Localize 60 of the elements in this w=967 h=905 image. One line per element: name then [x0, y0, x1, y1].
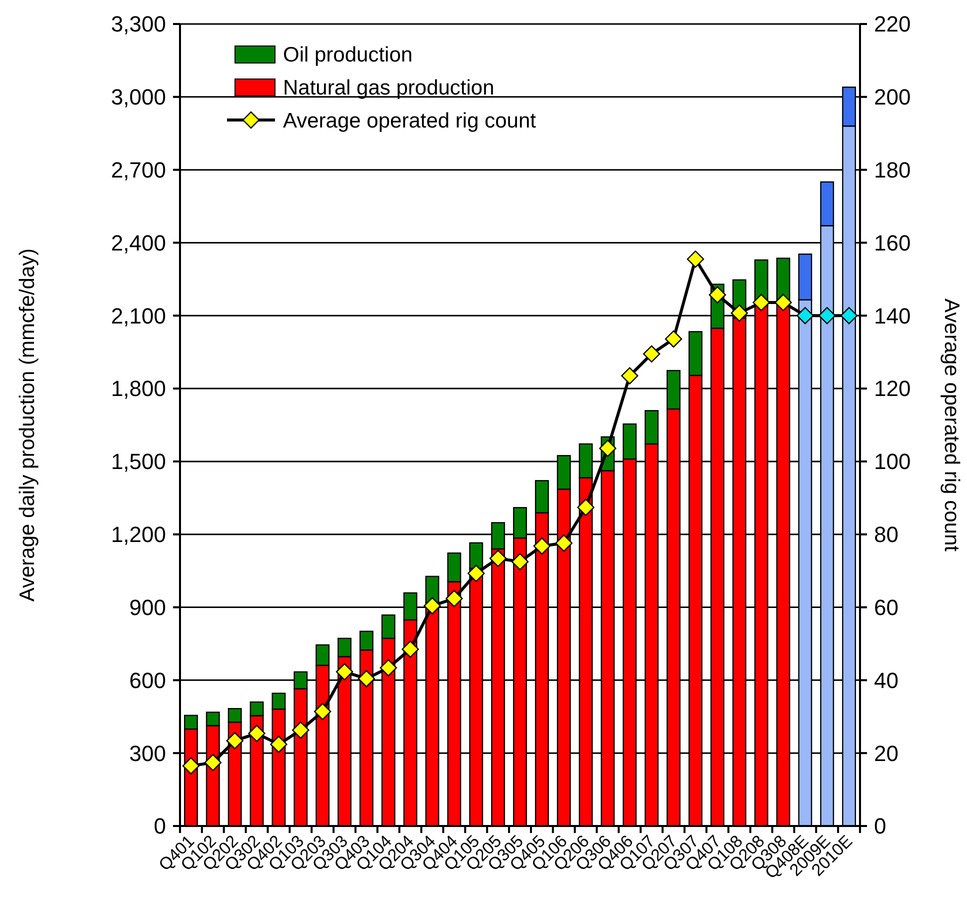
- point: [489, 550, 507, 568]
- point: [314, 702, 332, 720]
- point: [511, 553, 529, 570]
- point: [643, 345, 660, 363]
- y-tick-label: 0: [154, 814, 166, 839]
- y-tick-label: 300: [129, 740, 166, 766]
- point: [424, 597, 441, 614]
- point: [599, 440, 616, 457]
- point: [730, 304, 748, 322]
- legend-label: Natural gas production: [283, 76, 494, 100]
- y2-tick-label: 160: [874, 230, 911, 256]
- point: [708, 286, 726, 304]
- y2-tick-label: 60: [874, 594, 898, 620]
- point: [818, 307, 836, 324]
- y-tick-label: 1,500: [110, 449, 166, 474]
- y2-tick-label: 120: [874, 376, 911, 402]
- y2-tick-label: 40: [874, 668, 898, 693]
- point: [358, 670, 376, 688]
- y2-tick-label: 100: [874, 449, 911, 474]
- y-tick-label: 3,000: [110, 84, 166, 110]
- y2-tick-label: 220: [874, 12, 911, 37]
- y2-tick-label: 180: [874, 158, 911, 183]
- y2-tick-label: 0: [874, 814, 886, 839]
- point: [336, 663, 354, 680]
- y2-axis-title: Average operated rig count: [940, 298, 963, 552]
- point: [468, 564, 485, 582]
- point: [796, 307, 814, 324]
- y-tick-label: 600: [129, 668, 166, 693]
- point: [533, 537, 551, 555]
- point: [248, 724, 266, 742]
- point: [621, 367, 638, 384]
- point: [752, 294, 770, 312]
- point: [664, 330, 682, 348]
- y-tick-label: 900: [129, 594, 166, 620]
- point: [402, 640, 419, 658]
- y-tick-label: 2,100: [110, 303, 166, 328]
- y-tick-label: 2,400: [110, 230, 166, 256]
- y2-tick-label: 80: [874, 522, 898, 548]
- y-tick-label: 1,200: [110, 522, 166, 548]
- y-tick-label: 3,300: [110, 12, 166, 37]
- y2-tick-label: 20: [874, 740, 898, 766]
- point: [182, 757, 200, 774]
- legend-label: Oil production: [283, 43, 413, 66]
- point: [270, 736, 288, 753]
- y-axis-title: Average daily production (mmcfe/day): [16, 248, 39, 602]
- point: [446, 590, 463, 608]
- y2-tick-label: 200: [874, 84, 911, 110]
- point: [226, 732, 244, 750]
- point: [686, 250, 704, 268]
- y-tick-label: 1,800: [110, 376, 166, 402]
- y2-tick-label: 140: [874, 303, 911, 328]
- legend-label: Average operated rig count: [283, 109, 536, 132]
- point: [774, 294, 792, 312]
- point: [204, 754, 222, 772]
- point: [555, 534, 572, 552]
- point: [577, 498, 594, 516]
- point: [292, 722, 310, 739]
- y-tick-label: 2,700: [110, 158, 166, 183]
- point: [840, 307, 858, 324]
- point: [380, 659, 397, 676]
